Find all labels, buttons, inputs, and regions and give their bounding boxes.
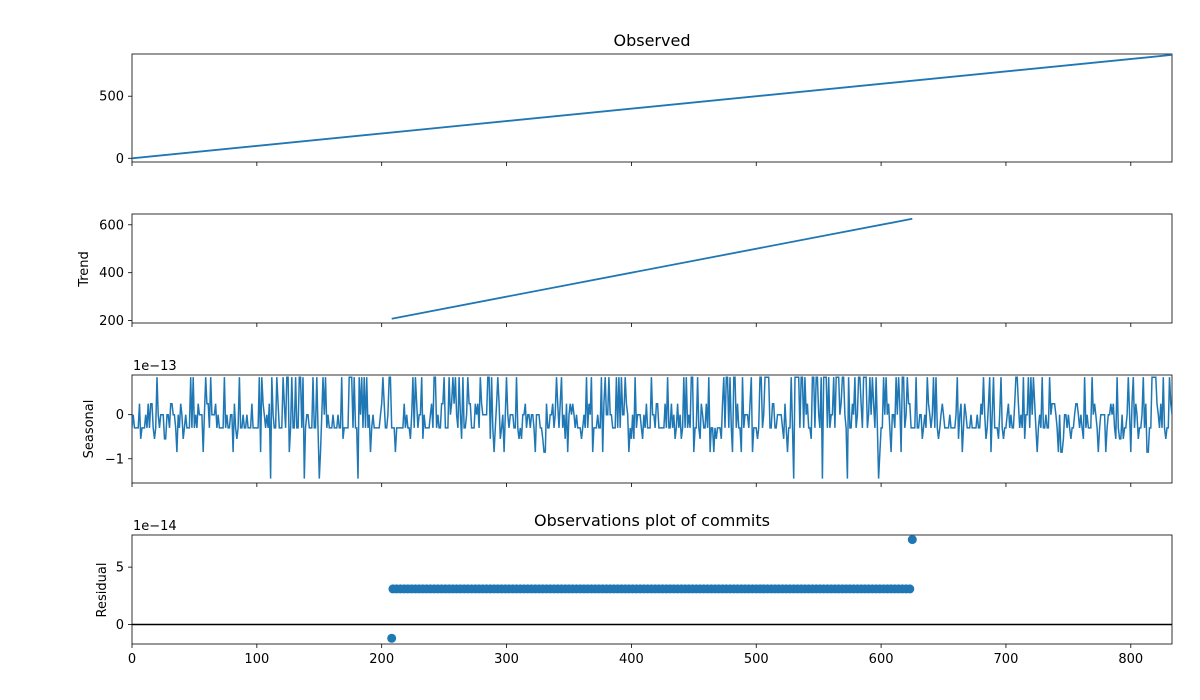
residual-outlier-point — [907, 535, 917, 545]
y-tick-label: −1 — [105, 452, 124, 467]
seasonal-ylabel: Seasonal — [82, 400, 97, 459]
x-tick-label: 100 — [244, 652, 269, 667]
x-tick-label: 800 — [1118, 652, 1143, 667]
x-tick-label: 200 — [369, 652, 394, 667]
y-tick-label: 0 — [116, 618, 124, 633]
plot-frame — [131, 213, 1173, 324]
y-tick-label: 600 — [99, 218, 124, 233]
x-tick-label: 0 — [128, 652, 136, 667]
x-tick-label: 700 — [994, 652, 1019, 667]
y-tick-label: 200 — [99, 314, 124, 329]
x-tick-label: 400 — [619, 652, 644, 667]
plot-frame — [131, 534, 1173, 645]
plot-frame — [131, 53, 1173, 163]
residual-outlier-point — [387, 633, 397, 643]
observed-panel: Observed 0 500 — [99, 31, 1173, 167]
residual-title: Observations plot of commits — [534, 511, 770, 530]
observed-series-line — [132, 54, 1172, 160]
y-tick-label: 500 — [99, 90, 124, 105]
residual-point — [905, 584, 915, 594]
y-tick-label: 400 — [99, 266, 124, 281]
x-tick-label: 600 — [869, 652, 894, 667]
residual-ylabel: Residual — [95, 563, 110, 618]
trend-series-line — [391, 217, 913, 320]
x-tick-label: 300 — [494, 652, 519, 667]
residual-panel: Observations plot of commits Residual 1e… — [95, 511, 1173, 667]
observed-title: Observed — [614, 31, 691, 50]
trend-panel: Trend 200 400 600 — [77, 213, 1173, 329]
trend-ylabel: Trend — [77, 251, 92, 288]
plot-frame — [131, 374, 1173, 484]
seasonal-series-line — [132, 376, 1172, 479]
y-tick-label: 5 — [116, 561, 124, 576]
y-tick-label: 0 — [116, 152, 124, 167]
x-tick-label: 500 — [744, 652, 769, 667]
residual-scale-label: 1e−14 — [133, 519, 177, 534]
seasonal-scale-label: 1e−13 — [133, 359, 177, 374]
seasonal-panel: Seasonal 1e−13 −1 0 — [82, 359, 1173, 487]
y-tick-label: 0 — [116, 408, 124, 423]
